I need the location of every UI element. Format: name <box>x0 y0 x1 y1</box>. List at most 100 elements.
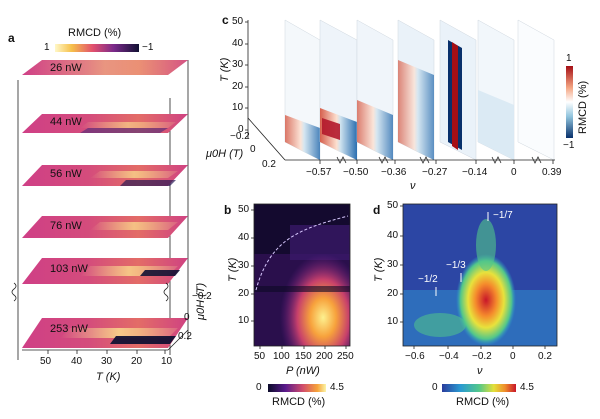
heatmap-b-band <box>254 286 350 292</box>
c-field-label: μ0H (T) <box>206 149 243 160</box>
c-nu-tick-4: −0.27 <box>422 168 447 178</box>
a-field-tick-pos: 0.2 <box>178 332 192 342</box>
slice-neg057 <box>285 20 320 160</box>
a-x-tick-50: 50 <box>40 357 51 367</box>
power-label-26: 26 nW <box>50 63 82 74</box>
heatmap-d-stripe <box>476 219 496 271</box>
panel-c-letter: c <box>222 14 229 26</box>
power-label-253: 253 nW <box>50 324 88 335</box>
b-x-tick-200: 200 <box>316 352 333 362</box>
colorbar-b <box>268 384 326 392</box>
panel-b <box>251 204 350 392</box>
a-x-tick-20: 20 <box>131 357 142 367</box>
colorbar-c-max: 1 <box>566 54 572 64</box>
c-y-label: T (K) <box>220 58 231 82</box>
annotation-third: −1/3 <box>446 261 466 271</box>
heatmap-d-shoulder <box>414 313 466 337</box>
power-label-56: 56 nW <box>50 169 82 180</box>
b-y-label: T (K) <box>228 258 239 282</box>
c-field-tick-zero: 0 <box>250 145 256 155</box>
a-field-tick-zero: 0 <box>184 313 190 323</box>
d-x-tick-5: 0.2 <box>538 352 552 362</box>
a-x-tick-30: 30 <box>101 357 112 367</box>
annotation-half: −1/2 <box>418 275 438 285</box>
slice-neg036 <box>357 20 393 160</box>
c-nu-ticks <box>320 160 553 164</box>
c-y-tick-10: 10 <box>232 103 243 113</box>
colorbar-d-max: 4.5 <box>520 383 534 393</box>
power-label-103: 103 nW <box>50 264 88 275</box>
d-x-ticks <box>414 346 545 349</box>
d-y-tick-10: 10 <box>387 317 398 327</box>
a-x-tick-10: 10 <box>161 357 172 367</box>
layer-44nw <box>22 114 188 133</box>
axis-break <box>164 283 168 301</box>
b-y-tick-40: 40 <box>238 233 249 243</box>
annotation-seventh: −1/7 <box>493 211 513 221</box>
c-nu-tick-3: −0.36 <box>381 168 406 178</box>
d-x-tick-4: 0 <box>510 352 516 362</box>
d-y-tick-20: 20 <box>387 289 398 299</box>
power-label-76: 76 nW <box>50 221 82 232</box>
slice-neg014 <box>440 20 476 160</box>
c-y-tick-40: 40 <box>232 39 243 49</box>
colorbar-a <box>55 44 139 52</box>
colorbar-d-label: RMCD (%) <box>456 397 509 408</box>
colorbar-b-max: 4.5 <box>330 383 344 393</box>
b-x-tick-100: 100 <box>273 352 290 362</box>
panel-d-letter: d <box>373 204 380 216</box>
colorbar-a-title: RMCD (%) <box>68 28 121 39</box>
panel-d <box>400 204 557 392</box>
b-y-tick-30: 30 <box>238 261 249 271</box>
panel-c <box>245 20 573 164</box>
colorbar-b-label: RMCD (%) <box>272 397 325 408</box>
b-y-ticks <box>251 210 254 321</box>
axis-break <box>12 283 16 301</box>
c-nu-label: ν <box>410 181 416 192</box>
panel-a-letter: a <box>8 32 15 44</box>
colorbar-d-min: 0 <box>432 383 438 393</box>
d-x-tick-2: −0.4 <box>439 352 459 362</box>
c-nu-tick-1: −0.57 <box>306 168 331 178</box>
d-x-tick-3: −0.2 <box>472 352 492 362</box>
x-axis-ticks <box>48 350 165 354</box>
a-field-label: μ0H (T) <box>196 283 207 320</box>
colorbar-a-max: −1 <box>142 43 153 53</box>
c-nu-tick-6: 0 <box>511 168 517 178</box>
layer-103nw <box>22 258 188 284</box>
c-nu-tick-7: 0.39 <box>542 168 561 178</box>
d-y-tick-50: 50 <box>387 201 398 211</box>
slice-neg050 <box>320 20 357 160</box>
c-y-tick-30: 30 <box>232 60 243 70</box>
c-field-tick-pos: 0.2 <box>262 160 276 170</box>
colorbar-c <box>566 66 573 138</box>
d-y-tick-30: 30 <box>387 260 398 270</box>
colorbar-c-label: RMCD (%) <box>578 81 589 134</box>
d-y-ticks <box>400 206 403 322</box>
b-x-label: P (nW) <box>286 366 320 377</box>
b-x-tick-250: 250 <box>337 352 354 362</box>
c-nu-tick-2: −0.50 <box>343 168 368 178</box>
a-x-label: T (K) <box>96 372 120 383</box>
b-x-ticks <box>260 346 346 349</box>
colorbar-d <box>442 384 516 392</box>
slice-zero <box>478 20 514 160</box>
c-field-tick-neg: −0.2 <box>230 132 250 142</box>
b-x-tick-50: 50 <box>254 352 265 362</box>
panel-b-letter: b <box>224 204 231 216</box>
c-y-tick-20: 20 <box>232 82 243 92</box>
colorbar-a-min: 1 <box>44 43 50 53</box>
layer-56nw <box>22 165 188 186</box>
c-y-ticks <box>245 22 248 130</box>
b-x-tick-150: 150 <box>295 352 312 362</box>
b-y-tick-50: 50 <box>238 205 249 215</box>
panel-a <box>12 44 188 360</box>
d-y-label: T (K) <box>374 258 385 282</box>
heatmap-b-hot <box>254 204 350 346</box>
slice-039 <box>518 20 554 160</box>
d-x-tick-1: −0.6 <box>405 352 425 362</box>
d-x-label: ν <box>477 366 483 377</box>
colorbar-c-min: −1 <box>563 141 574 151</box>
colorbar-b-min: 0 <box>256 383 262 393</box>
layer-253nw <box>22 318 188 348</box>
